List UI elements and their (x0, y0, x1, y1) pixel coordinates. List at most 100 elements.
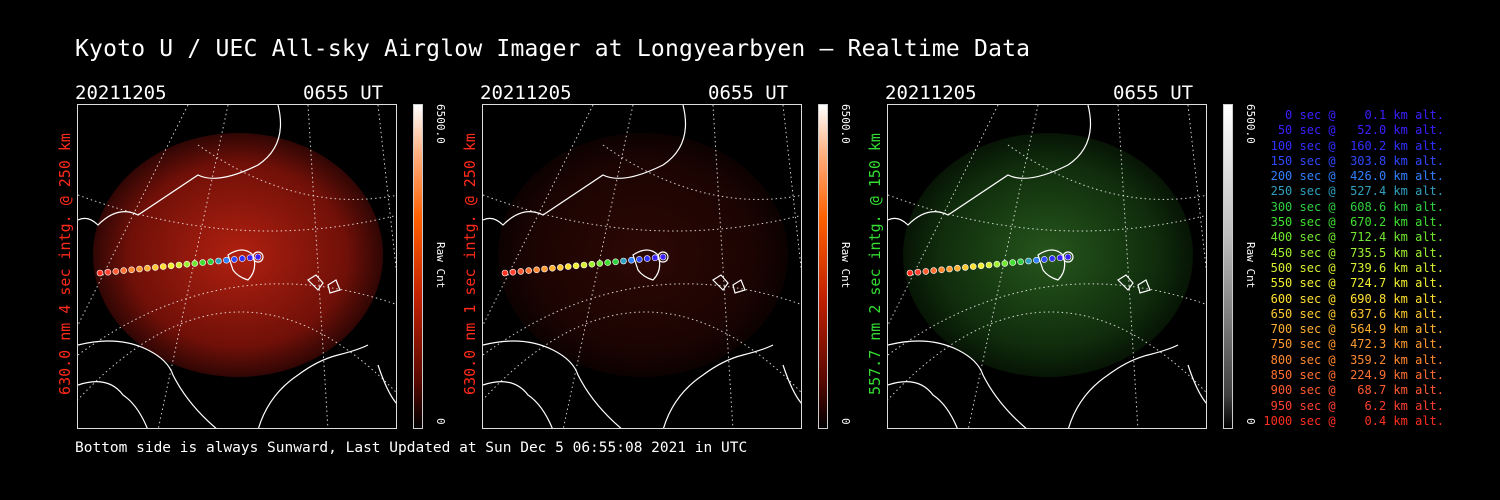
trajectory-origin (657, 251, 669, 263)
trajectory (906, 251, 1074, 277)
coastlines (888, 105, 1206, 428)
trajectory-point (533, 266, 540, 274)
trajectory-point (207, 258, 214, 266)
trajectory-point (191, 260, 199, 267)
trajectory-point (183, 260, 191, 268)
trajectory-point (620, 257, 627, 265)
trajectory-point (636, 256, 643, 263)
trajectory-point (1048, 255, 1056, 262)
trajectory-point (1025, 257, 1032, 265)
trajectory-point (643, 255, 651, 262)
legend-entry: 50 sec @ 52.0 km alt. (1263, 123, 1444, 138)
colorbar (413, 104, 423, 429)
trajectory-point (152, 264, 159, 271)
legend-entry: 650 sec @ 637.6 km alt. (1263, 306, 1444, 321)
trajectory-point (993, 260, 1001, 268)
trajectory-point (215, 257, 222, 265)
colorbar-min: 0 (839, 418, 852, 425)
colorbar-min: 0 (1244, 418, 1257, 425)
page-title: Kyoto U / UEC All-sky Airglow Imager at … (75, 36, 1031, 62)
trajectory-point (254, 253, 262, 261)
trajectory-legend: 0 sec @ 0.1 km alt. 50 sec @ 52.0 km alt… (1262, 108, 1444, 429)
graticule (483, 105, 801, 428)
trajectory-point (167, 262, 175, 270)
trajectory-point (1009, 259, 1016, 266)
trajectory-point (144, 264, 151, 272)
legend-entry: 450 sec @ 735.5 km alt. (1263, 245, 1444, 260)
sky-disc (498, 133, 788, 377)
legend-entry: 800 sec @ 359.2 km alt. (1263, 352, 1444, 367)
trajectory-point (604, 259, 611, 266)
trajectory-point (564, 263, 572, 270)
trajectory-point (1041, 256, 1048, 263)
trajectory (501, 251, 669, 277)
trajectory-point (1001, 260, 1009, 267)
trajectory-point (223, 256, 230, 264)
trajectory-point (246, 254, 254, 262)
trajectory-point (1056, 254, 1064, 262)
trajectory-point (112, 268, 120, 275)
trajectory-point (588, 260, 596, 268)
trajectory-point (501, 269, 509, 277)
panel-date: 20211205 (75, 82, 167, 104)
legend-entry: 400 sec @ 712.4 km alt. (1263, 230, 1444, 245)
legend-entry: 700 sec @ 564.9 km alt. (1263, 322, 1444, 337)
trajectory-point (580, 261, 588, 269)
legend-entry: 150 sec @ 303.8 km alt. (1263, 153, 1444, 168)
colorbar-unit: Raw Cnt (434, 242, 447, 289)
trajectory-point (120, 267, 128, 274)
legend-entry: 100 sec @ 160.2 km alt. (1263, 138, 1444, 153)
colorbar-unit: Raw Cnt (839, 242, 852, 289)
graticule (78, 105, 396, 428)
legend-entry: 350 sec @ 670.2 km alt. (1263, 215, 1444, 230)
panel-date: 20211205 (885, 82, 977, 104)
trajectory-point (1017, 258, 1024, 266)
panel-ylabel: 557.7 nm 2 sec intg. @ 150 km (863, 104, 887, 424)
imager-panel-1: 20211205 0655 UT 630.0 nm 4 sec intg. @ … (56, 82, 495, 432)
trajectory-point (946, 265, 953, 273)
trajectory-point (557, 264, 564, 271)
trajectory-point (962, 264, 969, 271)
trajectory-point (525, 267, 533, 274)
colorbar-max: 6500.0 (434, 104, 447, 144)
imager-panel-3: 20211205 0655 UT 557.7 nm 2 sec intg. @ … (866, 82, 1305, 432)
imager-panel-2: 20211205 0655 UT 630.0 nm 1 sec intg. @ … (461, 82, 900, 432)
trajectory-point (572, 262, 580, 270)
legend-entry: 1000 sec @ 0.4 km alt. (1263, 413, 1444, 428)
panel-time: 0655 UT (303, 82, 384, 104)
panel-time: 0655 UT (708, 82, 789, 104)
sky-disc (93, 133, 383, 377)
panel-ylabel: 630.0 nm 1 sec intg. @ 250 km (458, 104, 482, 424)
trajectory-point (136, 265, 143, 273)
allsky-image (887, 104, 1207, 429)
legend-entry: 950 sec @ 6.2 km alt. (1263, 398, 1444, 413)
allsky-map (483, 105, 801, 428)
legend-entry: 0 sec @ 0.1 km alt. (1263, 108, 1444, 122)
footer-note: Bottom side is always Sunward, Last Upda… (75, 440, 748, 456)
trajectory-point (238, 255, 246, 262)
panel-ylabel: 630.0 nm 4 sec intg. @ 250 km (53, 104, 77, 424)
trajectory-point (175, 261, 183, 269)
trajectory-point (651, 254, 659, 262)
sky-disc (903, 133, 1193, 377)
trajectory-point (96, 269, 104, 277)
legend-entry: 550 sec @ 724.7 km alt. (1263, 276, 1444, 291)
panel-date: 20211205 (480, 82, 572, 104)
trajectory-point (938, 266, 945, 274)
trajectory-point (954, 264, 961, 272)
trajectory-point (509, 268, 517, 276)
trajectory-point (930, 267, 938, 274)
trajectory-point (517, 268, 525, 275)
legend-entry: 900 sec @ 68.7 km alt. (1263, 383, 1444, 398)
trajectory-point (612, 258, 619, 266)
trajectory-point (596, 260, 604, 267)
colorbar (818, 104, 828, 429)
trajectory-point (231, 256, 238, 263)
trajectory-point (541, 265, 548, 273)
coastlines (483, 105, 801, 428)
trajectory-point (969, 263, 977, 270)
allsky-map (78, 105, 396, 428)
trajectory-point (159, 263, 167, 270)
legend-entry: 250 sec @ 527.4 km alt. (1263, 184, 1444, 199)
colorbar-min: 0 (434, 418, 447, 425)
